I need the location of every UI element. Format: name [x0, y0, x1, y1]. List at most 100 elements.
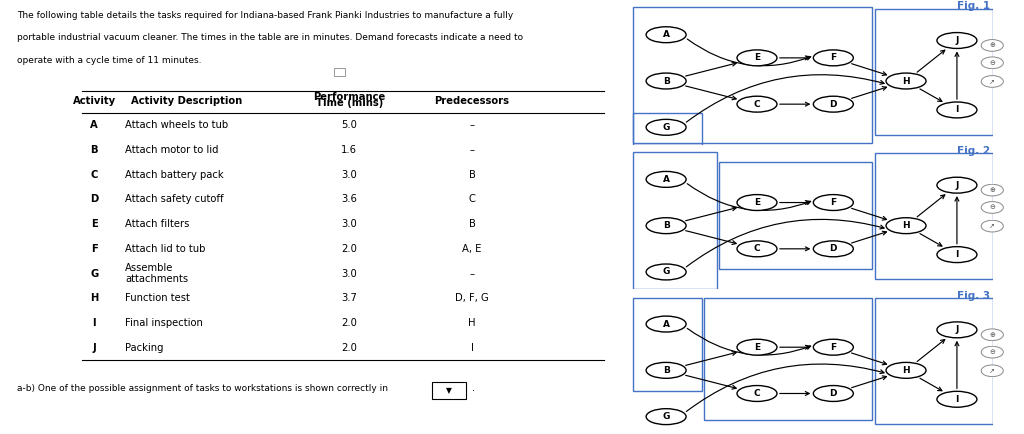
- Text: ⊖: ⊖: [989, 204, 995, 210]
- Circle shape: [737, 194, 777, 210]
- Circle shape: [813, 194, 853, 210]
- Text: I: I: [471, 343, 473, 353]
- Circle shape: [737, 241, 777, 257]
- Text: E: E: [91, 219, 97, 229]
- FancyArrowPatch shape: [686, 230, 736, 244]
- Text: B: B: [663, 221, 670, 230]
- Text: Function test: Function test: [125, 293, 189, 303]
- FancyArrowPatch shape: [686, 375, 736, 389]
- Text: G: G: [663, 123, 670, 132]
- FancyArrowPatch shape: [686, 75, 884, 122]
- FancyArrowPatch shape: [852, 231, 887, 243]
- Circle shape: [937, 322, 977, 338]
- FancyArrowPatch shape: [686, 62, 736, 76]
- FancyArrowPatch shape: [779, 391, 809, 395]
- Circle shape: [813, 241, 853, 257]
- Text: G: G: [663, 267, 670, 276]
- Text: I: I: [955, 250, 958, 259]
- Text: –: –: [470, 145, 474, 155]
- Text: Attach motor to lid: Attach motor to lid: [125, 145, 218, 155]
- Circle shape: [737, 96, 777, 112]
- Circle shape: [981, 39, 1004, 51]
- FancyArrowPatch shape: [687, 39, 811, 66]
- Text: The following table details the tasks required for Indiana-based Frank Pianki In: The following table details the tasks re…: [17, 11, 514, 20]
- Text: –: –: [470, 120, 474, 130]
- FancyArrowPatch shape: [779, 345, 809, 349]
- Text: I: I: [955, 395, 958, 404]
- Text: Activity: Activity: [73, 95, 116, 106]
- FancyArrowPatch shape: [955, 197, 958, 244]
- FancyArrowPatch shape: [686, 207, 736, 221]
- Text: ↗: ↗: [989, 368, 995, 374]
- Text: G: G: [90, 269, 98, 279]
- FancyArrowPatch shape: [686, 364, 884, 411]
- Circle shape: [981, 220, 1004, 232]
- FancyArrowPatch shape: [852, 353, 887, 365]
- Text: Attach safety cutoff: Attach safety cutoff: [125, 194, 223, 204]
- Circle shape: [646, 218, 686, 233]
- Circle shape: [981, 329, 1004, 341]
- FancyArrowPatch shape: [918, 195, 945, 217]
- Circle shape: [646, 73, 686, 89]
- Text: 2.0: 2.0: [341, 244, 357, 254]
- FancyBboxPatch shape: [432, 382, 466, 399]
- Text: A, E: A, E: [463, 244, 481, 254]
- Text: ⊖: ⊖: [989, 349, 995, 355]
- Text: 2.0: 2.0: [341, 343, 357, 353]
- Text: Performance: Performance: [313, 92, 385, 102]
- Text: Fig. 3: Fig. 3: [956, 291, 989, 301]
- Text: C: C: [754, 389, 760, 398]
- Text: Activity Description: Activity Description: [131, 95, 242, 106]
- Text: C: C: [469, 194, 475, 204]
- Text: ⊖: ⊖: [989, 60, 995, 66]
- Text: 3.0: 3.0: [341, 170, 357, 180]
- Text: G: G: [663, 412, 670, 421]
- Text: Attach lid to tub: Attach lid to tub: [125, 244, 205, 254]
- FancyArrowPatch shape: [920, 89, 942, 102]
- Circle shape: [646, 409, 686, 424]
- Text: J: J: [955, 326, 958, 334]
- Text: ▼: ▼: [446, 386, 452, 395]
- FancyArrowPatch shape: [955, 53, 958, 99]
- Text: A: A: [90, 120, 98, 130]
- Text: D: D: [829, 244, 837, 253]
- Text: portable industrial vacuum cleaner. The times in the table are in minutes. Deman: portable industrial vacuum cleaner. The …: [17, 33, 523, 43]
- Text: Predecessors: Predecessors: [434, 95, 510, 106]
- Circle shape: [813, 339, 853, 355]
- Text: D, F, G: D, F, G: [456, 293, 488, 303]
- FancyArrowPatch shape: [918, 339, 945, 362]
- Circle shape: [813, 96, 853, 112]
- Circle shape: [646, 264, 686, 280]
- Circle shape: [646, 362, 686, 378]
- Circle shape: [886, 218, 926, 233]
- Text: operate with a cycle time of 11 minutes.: operate with a cycle time of 11 minutes.: [17, 56, 202, 65]
- Text: A: A: [663, 30, 670, 39]
- Text: Attach battery pack: Attach battery pack: [125, 170, 223, 180]
- Text: B: B: [469, 170, 475, 180]
- Text: B: B: [469, 219, 475, 229]
- Text: Attach wheels to tub: Attach wheels to tub: [125, 120, 228, 130]
- Text: 3.6: 3.6: [341, 194, 357, 204]
- FancyArrowPatch shape: [920, 233, 942, 246]
- Text: F: F: [830, 198, 837, 207]
- Text: 3.0: 3.0: [341, 219, 357, 229]
- Text: –: –: [470, 269, 474, 279]
- Text: A: A: [663, 319, 670, 329]
- Circle shape: [981, 184, 1004, 196]
- Text: Packing: Packing: [125, 343, 164, 353]
- FancyArrowPatch shape: [920, 378, 942, 391]
- FancyArrowPatch shape: [687, 329, 811, 355]
- Circle shape: [813, 385, 853, 401]
- Circle shape: [646, 27, 686, 43]
- Text: H: H: [902, 76, 910, 85]
- Circle shape: [813, 50, 853, 66]
- FancyArrowPatch shape: [686, 86, 736, 100]
- Text: H: H: [902, 221, 910, 230]
- Text: Assemble: Assemble: [125, 263, 173, 273]
- Circle shape: [981, 346, 1004, 358]
- Circle shape: [937, 102, 977, 118]
- FancyArrowPatch shape: [779, 102, 809, 106]
- FancyArrowPatch shape: [779, 56, 809, 60]
- Text: ↗: ↗: [989, 223, 995, 229]
- FancyArrowPatch shape: [779, 201, 809, 204]
